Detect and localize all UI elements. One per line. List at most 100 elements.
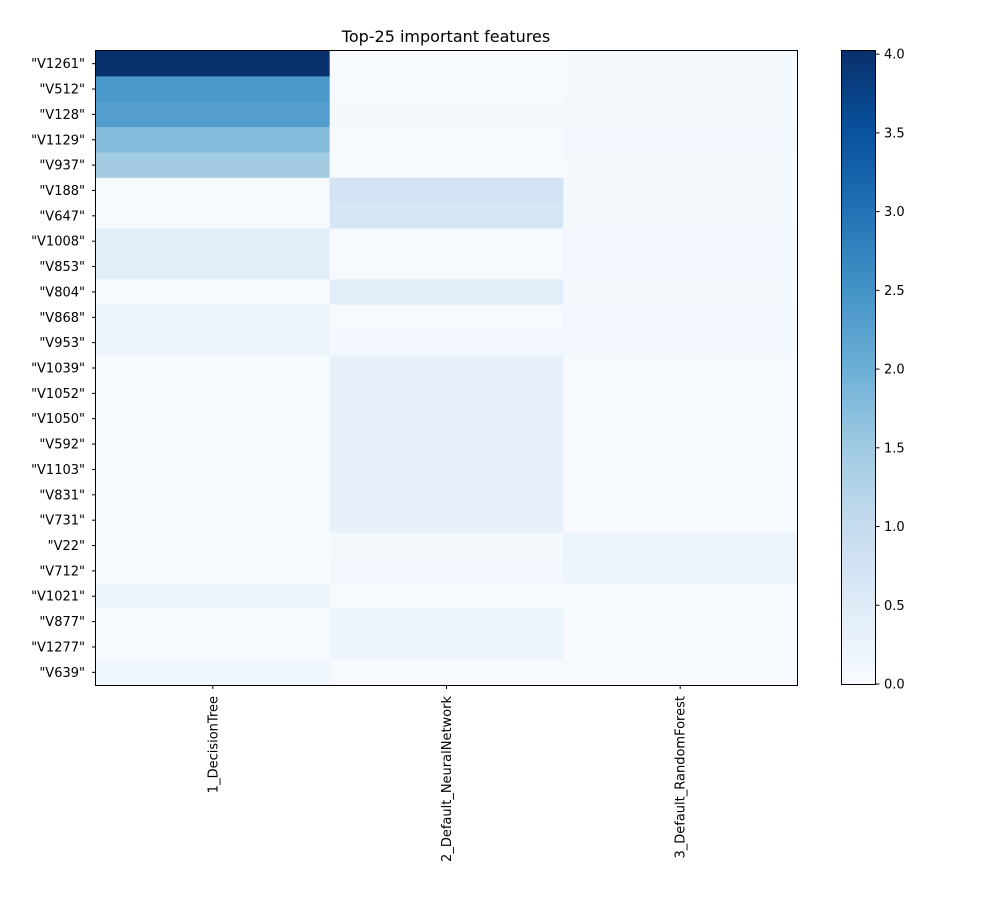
heatmap-cell (563, 482, 798, 509)
row-tick-labels: "V1261" "V512" "V128" "V1129" "V937" "V188" "V… (31, 57, 96, 681)
colorbar-tick-label: 1.0 (884, 520, 905, 535)
row-tick-label: "V128" (39, 108, 85, 123)
heatmap-cell (329, 456, 564, 483)
row-tick-label: "V937" (39, 159, 85, 174)
row-tick-label: "V22" (48, 539, 85, 554)
heatmap-cell (96, 253, 331, 280)
heatmap-cell (96, 583, 331, 610)
heatmap-cell (563, 279, 798, 306)
row-tick-label: "V1021" (31, 590, 85, 605)
heatmap-cell (563, 380, 798, 407)
row-tick-label: "V804" (39, 285, 85, 300)
heatmap-cell (96, 431, 331, 458)
heatmap-cell (329, 482, 564, 509)
colorbar-tick-label: 2.5 (884, 284, 905, 299)
colorbar-tick-label: 3.5 (884, 126, 905, 141)
heatmap-cell (329, 558, 564, 585)
heatmap-cell (563, 634, 798, 661)
heatmap-cell (563, 203, 798, 230)
heatmap-cell (96, 507, 331, 534)
heatmap-cell (563, 431, 798, 458)
heatmap-cell (329, 608, 564, 635)
column-tick-label: 3_Default_RandomForest (674, 696, 689, 859)
row-tick-label: "V639" (39, 666, 85, 681)
row-tick-label: "V877" (39, 615, 85, 630)
row-tick-label: "V1052" (31, 387, 85, 402)
heatmap-cell (96, 456, 331, 483)
heatmap-cell (329, 329, 564, 356)
row-tick-label: "V1050" (31, 412, 85, 427)
heatmap-cell (329, 101, 564, 128)
heatmap-cell (563, 659, 798, 686)
column-tick-label: 1_DecisionTree (206, 696, 221, 793)
row-tick-label: "V188" (39, 184, 85, 199)
row-tick-label: "V731" (39, 514, 85, 529)
heatmap-cell (96, 152, 331, 179)
heatmap-cell (329, 380, 564, 407)
colorbar-tick-label: 0.0 (884, 678, 905, 693)
row-tick-label: "V1103" (31, 463, 85, 478)
heatmap-cell (96, 127, 331, 154)
heatmap-cell (563, 101, 798, 128)
heatmap-cell (329, 406, 564, 432)
heatmap-cell (329, 304, 564, 331)
heatmap-cell (563, 304, 798, 331)
heatmap-cell (329, 431, 564, 458)
column-tick-labels: 1_DecisionTree 2_Default_NeuralNetwork 3_D… (206, 685, 689, 862)
heatmap-cell (563, 456, 798, 483)
heatmap-cell (563, 406, 798, 432)
heatmap-cell (96, 634, 331, 661)
heatmap-cell (329, 51, 564, 77)
heatmap-cell (329, 203, 564, 230)
row-tick-label: "V512" (39, 83, 85, 98)
colorbar-tick-label: 4.0 (884, 48, 905, 63)
row-tick-label: "V1277" (31, 640, 85, 655)
row-tick-label: "V868" (39, 311, 85, 326)
heatmap-cell (563, 253, 798, 280)
heatmap-cell (329, 228, 564, 255)
heatmap-cell (96, 76, 331, 103)
heatmap-cell (329, 76, 564, 103)
heatmap-cell (96, 558, 331, 585)
heatmap-cell (563, 177, 798, 204)
heatmap-cell (329, 177, 564, 204)
heatmap-cell (329, 583, 564, 610)
heatmap-cell (563, 127, 798, 154)
heatmap-cell (563, 558, 798, 585)
colorbar-tick-label: 2.0 (884, 363, 905, 378)
chart-title: Top-25 important features (341, 27, 550, 46)
heatmap-cell (563, 228, 798, 255)
row-tick-label: "V647" (39, 209, 85, 224)
row-tick-label: "V592" (39, 438, 85, 453)
heatmap-cells (96, 51, 798, 686)
row-tick-label: "V1129" (31, 133, 85, 148)
row-tick-label: "V853" (39, 260, 85, 275)
heatmap-cell (329, 532, 564, 559)
row-tick-label: "V1008" (31, 235, 85, 250)
heatmap-cell (96, 659, 331, 686)
row-tick-label: "V953" (39, 336, 85, 351)
heatmap-cell (96, 203, 331, 230)
heatmap-cell (96, 177, 331, 204)
row-tick-label: "V831" (39, 488, 85, 503)
colorbar-tick-label: 3.0 (884, 205, 905, 220)
heatmap-cell (329, 659, 564, 686)
heatmap-cell (329, 127, 564, 154)
heatmap-cell (96, 329, 331, 356)
heatmap-cell (96, 101, 331, 128)
heatmap-cell (329, 507, 564, 534)
heatmap-cell (563, 532, 798, 559)
heatmap-cell (563, 76, 798, 103)
heatmap-cell (96, 355, 331, 382)
heatmap-cell (563, 608, 798, 635)
heatmap-cell (96, 482, 331, 509)
heatmap-cell (329, 152, 564, 179)
colorbar (841, 50, 876, 685)
heatmap-cell (329, 279, 564, 306)
heatmap-cell (563, 329, 798, 356)
heatmap-cell (563, 51, 798, 77)
heatmap-cell (563, 152, 798, 179)
heatmap-cell (563, 355, 798, 382)
